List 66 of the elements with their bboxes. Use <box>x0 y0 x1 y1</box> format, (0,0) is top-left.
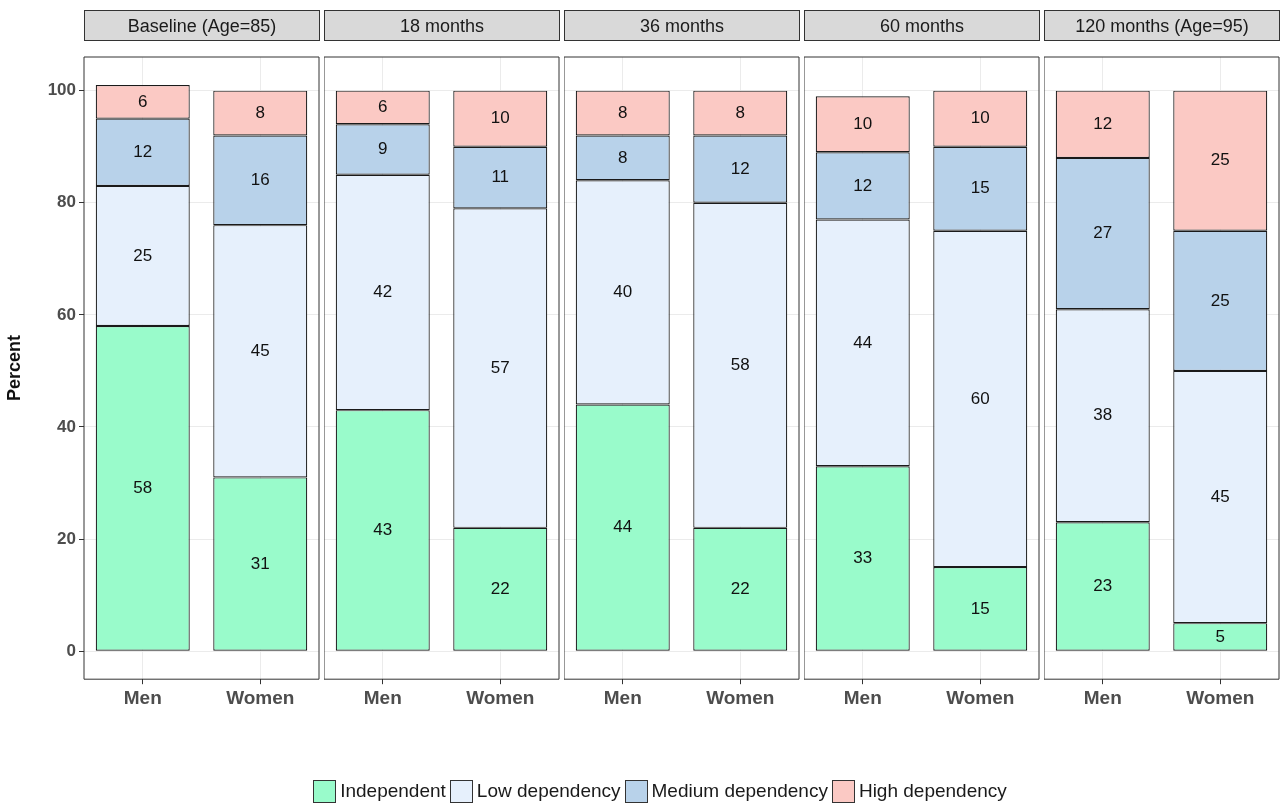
data-label: 31 <box>250 553 270 573</box>
legend-label: High dependency <box>858 780 1007 802</box>
data-label: 6 <box>138 91 148 111</box>
data-label: 15 <box>970 598 990 618</box>
data-label: 8 <box>618 147 628 167</box>
y-tick-label: 20 <box>57 528 76 548</box>
chart-title: 18 months <box>324 10 560 41</box>
data-label: 44 <box>613 517 633 537</box>
data-label: 38 <box>1093 405 1113 425</box>
legend-label: Medium dependency <box>651 780 828 802</box>
data-label: 42 <box>373 282 393 302</box>
data-label: 40 <box>613 282 633 302</box>
data-label: 33 <box>853 548 873 568</box>
chart-title: Baseline (Age=85) <box>84 10 320 41</box>
data-label: 45 <box>250 340 270 360</box>
data-label: 5 <box>1215 626 1225 646</box>
data-label: 12 <box>133 141 153 161</box>
data-label: 58 <box>133 478 153 498</box>
x-tick-label: Men <box>843 686 882 708</box>
data-label: 16 <box>250 170 270 190</box>
data-label: 10 <box>853 113 873 133</box>
x-tick-label: Women <box>946 686 1015 708</box>
data-label: 10 <box>970 108 990 128</box>
data-label: 27 <box>1093 223 1113 243</box>
x-tick-label: Women <box>1186 686 1255 708</box>
data-label: 8 <box>618 102 628 122</box>
x-tick-label: Men <box>123 686 162 708</box>
y-tick-label: 60 <box>57 304 76 324</box>
data-label: 23 <box>1093 576 1113 596</box>
data-label: 25 <box>1210 290 1230 310</box>
chart-title: 36 months <box>564 10 800 41</box>
data-label: 58 <box>730 354 750 374</box>
y-tick-label: 80 <box>57 192 76 212</box>
x-tick-label: Men <box>1083 686 1122 708</box>
x-tick-label: Women <box>466 686 535 708</box>
chart-title: 120 months (Age=95) <box>1044 10 1280 41</box>
data-label: 25 <box>133 245 153 265</box>
data-label: 43 <box>373 520 393 540</box>
data-label: 22 <box>730 578 750 598</box>
data-label: 22 <box>490 578 510 598</box>
y-axis-title: Percent <box>3 335 24 402</box>
y-tick-label: 40 <box>57 416 76 436</box>
data-label: 8 <box>255 102 265 122</box>
data-label: 6 <box>378 97 388 117</box>
chart-title: 60 months <box>804 10 1040 41</box>
x-tick-label: Women <box>706 686 775 708</box>
data-label: 15 <box>970 178 990 198</box>
data-label: 45 <box>1210 486 1230 506</box>
legend-label: Low dependency <box>476 780 621 802</box>
data-label: 8 <box>735 102 745 122</box>
y-tick-label: 100 <box>47 80 76 100</box>
data-label: 25 <box>1210 150 1230 170</box>
data-label: 11 <box>491 167 510 187</box>
x-tick-label: Men <box>603 686 642 708</box>
x-tick-label: Men <box>363 686 402 708</box>
data-label: 12 <box>730 158 750 178</box>
data-label: 10 <box>490 108 510 128</box>
data-label: 12 <box>1093 113 1113 133</box>
data-label: 57 <box>490 357 510 377</box>
data-label: 9 <box>378 139 388 159</box>
data-label: 60 <box>970 388 990 408</box>
y-tick-label: 0 <box>66 640 76 660</box>
x-tick-label: Women <box>226 686 295 708</box>
data-label: 12 <box>853 175 873 195</box>
legend-label: Independent <box>340 780 446 802</box>
data-label: 44 <box>853 332 873 352</box>
